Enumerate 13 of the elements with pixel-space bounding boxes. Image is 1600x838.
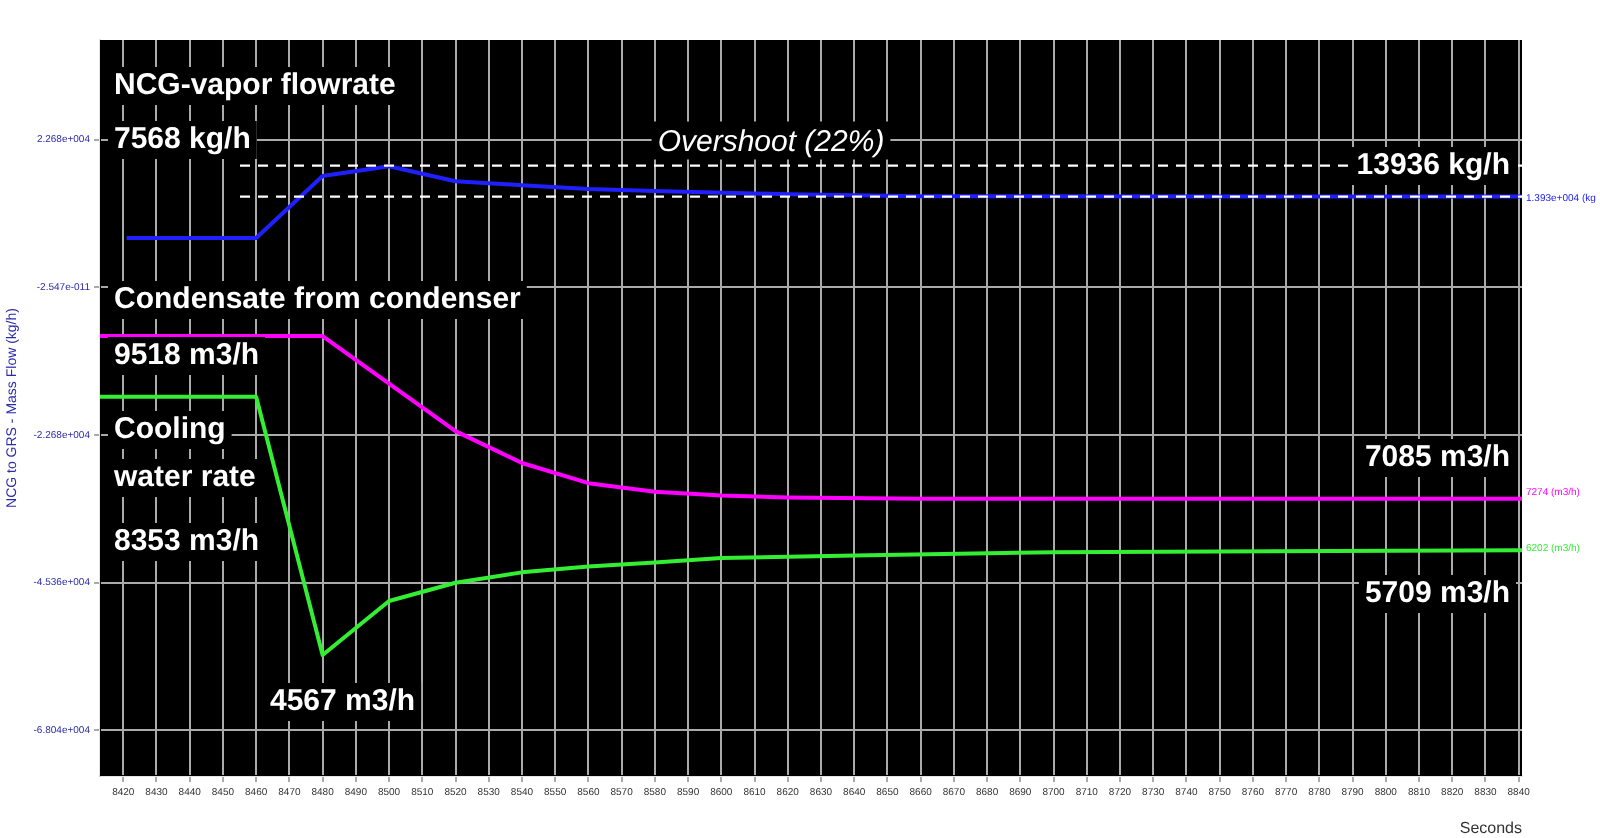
annotation: Cooling bbox=[114, 412, 226, 447]
annotation: 9518 m3/h bbox=[114, 338, 260, 373]
annotation: 4567 m3/h bbox=[270, 684, 416, 719]
annotation: NCG-vapor flowrate bbox=[114, 68, 396, 103]
annotation: 13936 kg/h bbox=[1356, 148, 1510, 183]
annotation: 7568 kg/h bbox=[114, 122, 251, 157]
ref-line-label: Overshoot (22%) bbox=[657, 124, 885, 159]
annotation: 8353 m3/h bbox=[114, 524, 260, 559]
annotation: 5709 m3/h bbox=[1364, 576, 1510, 611]
annotation: water rate bbox=[112, 460, 256, 495]
x-axis-title: Seconds bbox=[1459, 818, 1522, 837]
annotation: 7085 m3/h bbox=[1364, 440, 1510, 475]
annotation: Condensate from condenser bbox=[114, 282, 522, 317]
